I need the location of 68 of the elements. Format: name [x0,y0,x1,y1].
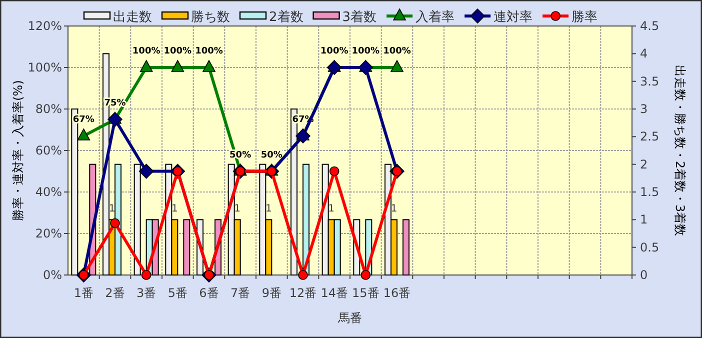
legend-label: 入着率 [416,9,455,25]
bar [183,219,190,276]
legend-label: 勝率 [572,9,598,25]
legend-label: 連対率 [494,9,533,25]
point [202,60,216,72]
data-label: 1 [234,204,241,215]
point [138,164,154,179]
y2-axis-title: 出走数・勝ち数・2着数・3着数 [673,64,687,236]
y-axis-title: 勝率・連対率・入着率(%) [11,80,25,221]
y2-tick-label: 4.5 [640,19,660,33]
data-label: 1 [265,204,272,215]
y-tick-label: 40% [35,185,62,199]
data-label: 1 [108,204,116,215]
x-tick-label: 3番 [136,286,156,300]
point [298,270,308,280]
y2-tick-label: 3 [640,102,648,116]
point [296,128,310,144]
data-label: 100% [132,46,160,56]
legend-label: 2着数 [269,9,304,25]
point [326,60,342,75]
x-tick-label: 7番 [230,286,250,300]
legend-label: 3着数 [342,9,377,25]
point [171,60,184,72]
y2-tick-label: 4 [640,46,648,61]
point [360,270,371,280]
data-label: 50% [260,150,282,160]
point [141,270,152,280]
point [390,60,404,72]
x-tick-label: 9番 [262,286,282,300]
point [140,60,153,72]
data-label: 100% [352,46,380,56]
y-tick-label: 60% [35,144,62,158]
y-tick-label: 80% [35,102,62,116]
legend-label: 勝ち数 [191,10,230,25]
x-tick-label: 16番 [383,286,411,300]
point [110,218,120,228]
y2-tick-label: 2 [640,157,648,172]
x-tick-label: 2番 [105,286,125,300]
y-tick-label: 120% [28,19,62,33]
y-tick-label: 100% [28,60,62,74]
y2-tick-label: 1.5 [640,185,660,199]
x-tick-label: 6番 [199,286,219,300]
data-label: 100% [320,46,348,56]
y-tick-label: 0% [42,268,62,282]
x-tick-label: 5番 [168,286,188,300]
point [108,112,122,127]
x-tick-label: 15番 [352,286,380,300]
y2-tick-label: 2.5 [640,130,660,144]
data-label: 1 [390,204,398,215]
x-axis-title: 馬番 [337,311,362,325]
point [77,128,90,140]
x-tick-label: 14番 [320,286,348,300]
point [329,166,340,176]
y2-tick-label: 1 [640,212,648,227]
bar [402,219,410,276]
data-label: 1 [328,204,335,215]
y2-tick-label: 3.5 [640,74,660,88]
x-tick-label: 1番 [74,286,94,300]
y2-tick-label: 0 [640,268,648,282]
data-label: 100% [164,46,192,56]
x-tick-label: 12番 [289,286,317,300]
y2-tick-label: 0.5 [640,240,660,254]
data-label: 100% [195,46,223,56]
legend-label: 出走数 [113,10,152,25]
point [358,60,374,75]
y-tick-label: 20% [35,226,62,240]
data-label: 100% [383,46,411,56]
data-label: 1 [171,204,178,215]
